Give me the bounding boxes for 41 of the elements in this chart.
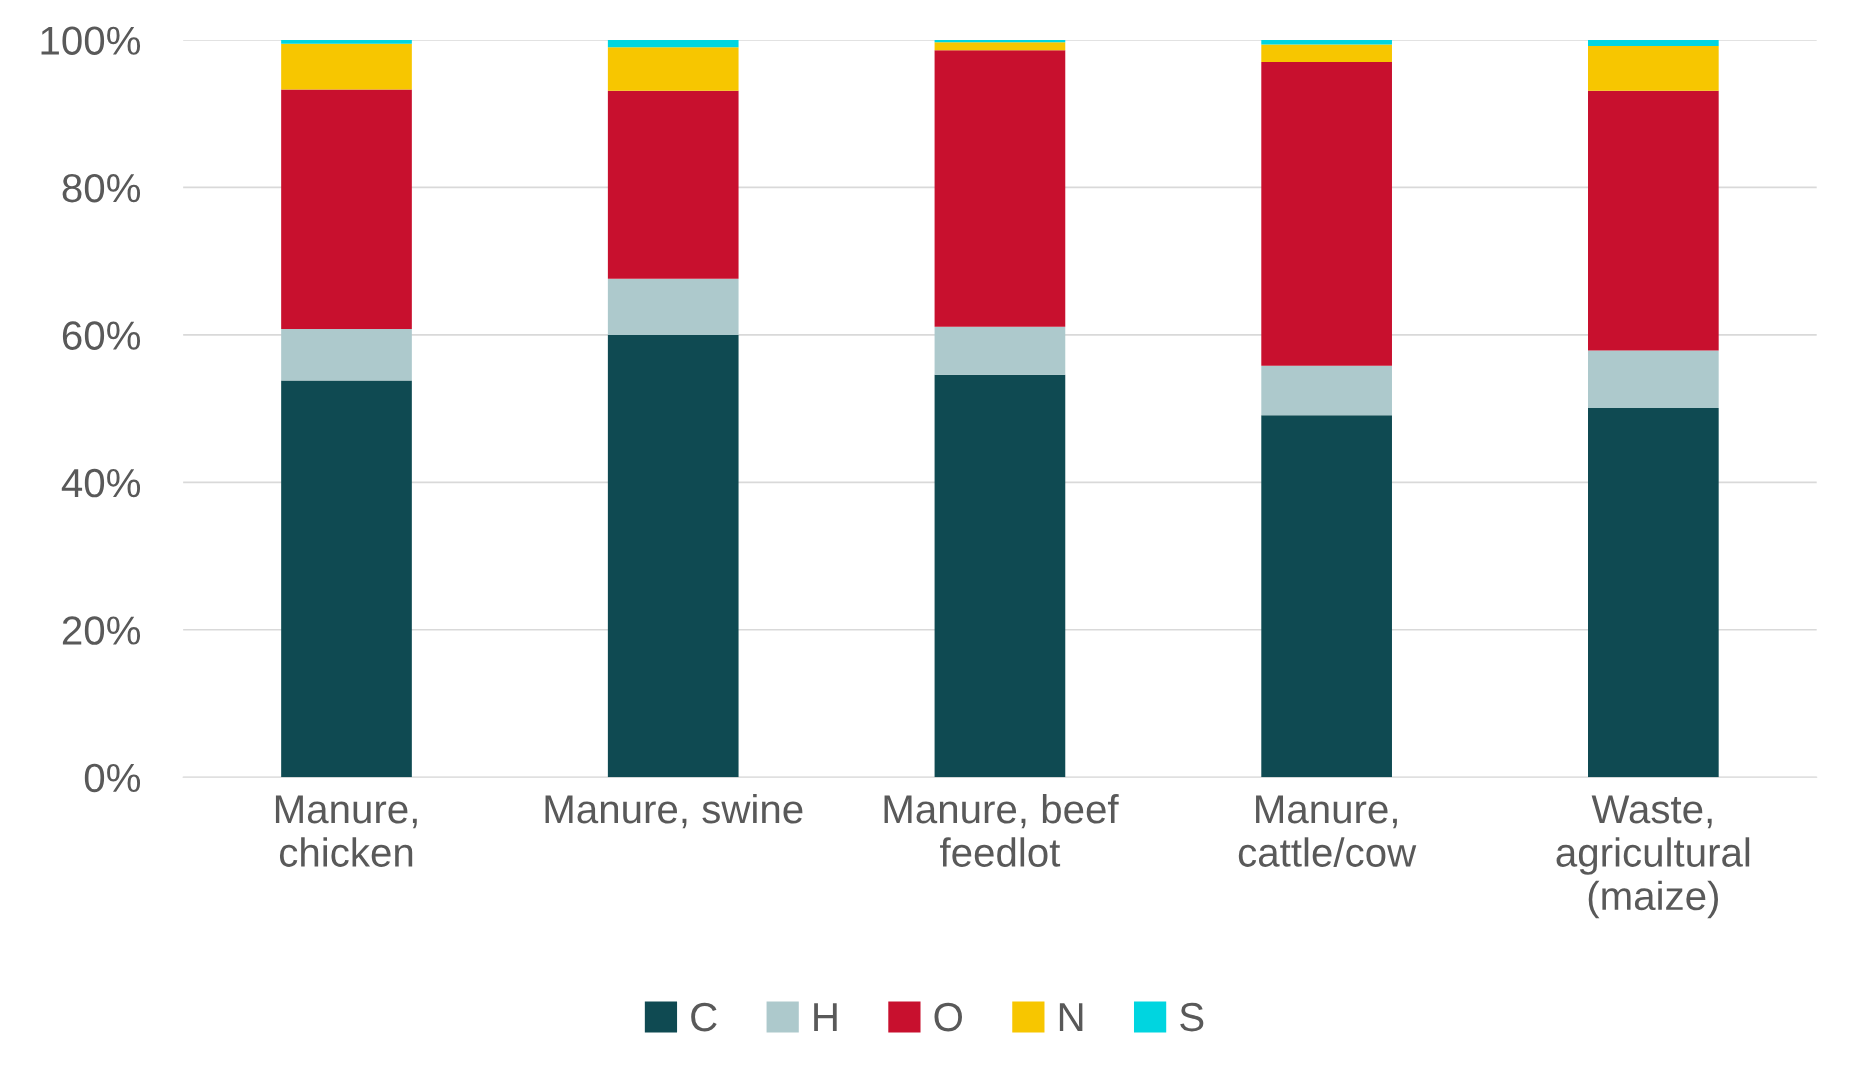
bar — [1261, 365, 1392, 416]
bar — [1261, 62, 1392, 366]
bar — [1588, 407, 1719, 778]
legend-label: N — [1059, 1003, 1083, 1031]
legend-label: C — [691, 1002, 717, 1032]
x-tick-label: Manure, chicken — [275, 795, 417, 867]
x-tick-label: Manure, swine — [545, 793, 803, 829]
y-tick-label: 0% — [84, 763, 141, 793]
x-tick-label: Manure, cattle/cow — [1238, 795, 1417, 867]
bar — [281, 43, 412, 90]
bar — [607, 334, 739, 778]
bar — [934, 40, 1066, 43]
legend-label: O — [934, 1002, 962, 1032]
bar — [281, 89, 412, 329]
bar — [934, 326, 1066, 375]
x-tick-label: Waste, agricultural (maize) — [1556, 795, 1750, 919]
legend-label: H — [814, 1003, 837, 1031]
bar — [607, 278, 739, 335]
bar — [1261, 40, 1392, 45]
y-tick-label: 80% — [62, 173, 141, 203]
bar — [607, 90, 739, 279]
bar — [1261, 415, 1392, 778]
bar — [1588, 350, 1719, 408]
bar — [607, 47, 739, 91]
y-tick-label: 20% — [62, 616, 141, 645]
bar — [934, 374, 1066, 778]
bar — [1261, 44, 1392, 63]
bar — [281, 380, 412, 778]
bar — [1588, 90, 1719, 351]
bar — [934, 42, 1066, 51]
legend-label: S — [1180, 1002, 1204, 1032]
bar — [934, 50, 1066, 327]
x-tick-label: Manure, beef feedlot — [884, 793, 1119, 867]
y-tick-label: 40% — [61, 468, 141, 498]
bar — [281, 329, 412, 381]
bar — [281, 40, 412, 44]
bar — [1588, 40, 1719, 46]
y-tick-label: 100% — [41, 26, 141, 55]
y-tick-label: 60% — [62, 321, 141, 350]
bar — [1588, 45, 1719, 91]
bar — [607, 40, 739, 48]
